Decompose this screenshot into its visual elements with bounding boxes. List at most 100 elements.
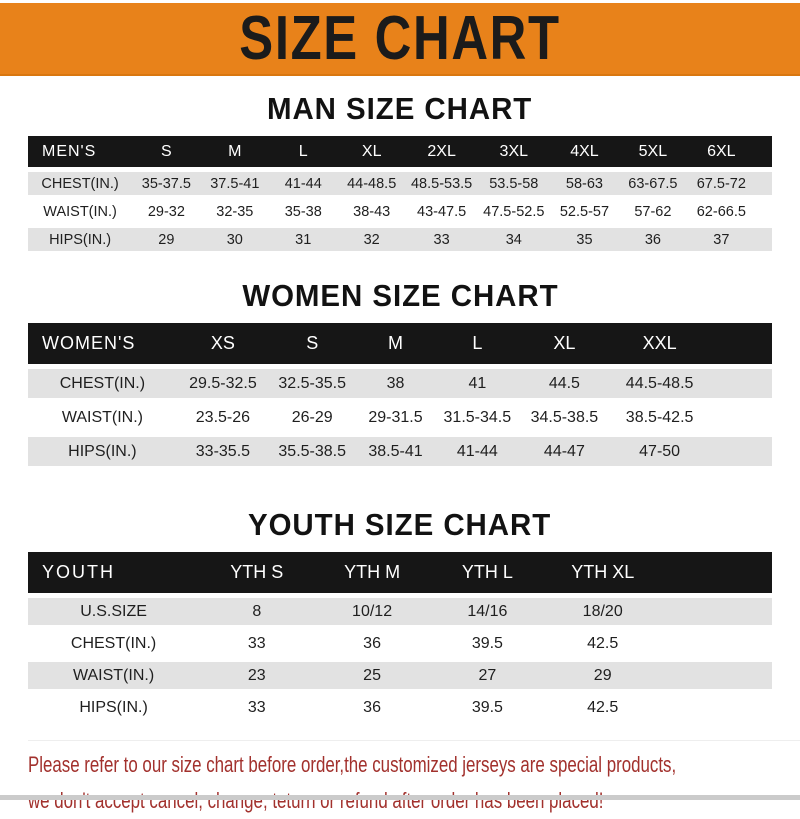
women-chest-row: CHEST(IN.) 29.5-32.5 32.5-35.5 38 41 44.…: [28, 369, 772, 398]
measure-value: 58-63: [550, 172, 619, 195]
measure-value: 38.5-42.5: [625, 408, 694, 426]
measure-value: 48.5-53.5: [405, 172, 478, 195]
measure-value: 35-38: [284, 203, 322, 220]
women-waist-row: WAIST(IN.) 23.5-26 26-29 29-31.5 31.5-34…: [28, 403, 772, 432]
measure-value: 23.5-26: [195, 408, 251, 426]
women-section-title: WOMEN SIZE CHART: [0, 278, 800, 314]
row-filler: [709, 437, 772, 466]
measure-value: 67.5-72: [687, 172, 756, 195]
men-corner-label: MEN'S: [28, 136, 133, 167]
row-filler: [756, 200, 772, 223]
size-header-cell: M: [200, 136, 270, 167]
header-filler: [660, 552, 772, 593]
size-header-cell: YTH XL: [545, 552, 661, 593]
women-section-title-text: WOMEN SIZE CHART: [241, 278, 559, 313]
measure-value: 29-32: [147, 203, 185, 220]
size-header-cell: XS: [176, 323, 270, 364]
measure-value: 53.5-58: [477, 172, 551, 195]
measure-label: CHEST(IN.): [70, 634, 157, 652]
size-header-cell: XXL: [609, 323, 710, 364]
measure-value: 31.5-34.5: [443, 408, 512, 426]
men-waist-row: WAIST(IN.) 29-32 32-35 35-38 38-43 43-47…: [28, 200, 772, 223]
men-chest-row: CHEST(IN.) 35-37.5 37.5-41 41-44 44-48.5…: [28, 172, 772, 195]
measure-value: 10/12: [314, 598, 430, 625]
header-filler: [709, 323, 772, 364]
measure-value: 32: [337, 228, 406, 251]
measure-value: 26-29: [291, 408, 333, 426]
measure-value: 39.5: [471, 698, 503, 716]
measure-value: 18/20: [545, 598, 661, 625]
youth-ussize-row: U.S.SIZE 8 10/12 14/16 18/20: [28, 598, 772, 625]
measure-label: WAIST(IN.): [28, 662, 200, 689]
row-filler: [660, 694, 772, 721]
row-filler: [755, 172, 772, 195]
measure-value: 39.5: [471, 634, 503, 652]
measure-value: 29-31.5: [368, 408, 423, 426]
size-header-cell: L: [269, 136, 338, 167]
youth-hips-row: HIPS(IN.) 33 36 39.5 42.5: [28, 694, 772, 721]
measure-value: 62-66.5: [696, 203, 746, 220]
men-header-row: MEN'S S M L XL 2XL 3XL 4XL 5XL 6XL: [28, 136, 772, 167]
measure-label: HIPS(IN.): [28, 228, 133, 251]
women-hips-row: HIPS(IN.) 33-35.5 35.5-38.5 38.5-41 41-4…: [28, 437, 772, 466]
men-section-title: MAN SIZE CHART: [0, 91, 800, 127]
measure-value: 44-48.5: [337, 172, 406, 195]
row-filler: [660, 662, 772, 689]
men-size-table: MEN'S S M L XL 2XL 3XL 4XL 5XL 6XL CHEST…: [28, 131, 772, 256]
measure-value: 36: [618, 228, 688, 251]
measure-value: 14/16: [429, 598, 546, 625]
measure-label: WAIST(IN.): [43, 203, 117, 220]
size-header-cell: YTH S: [199, 552, 315, 593]
size-header-cell: 2XL: [405, 136, 478, 167]
size-header-cell: 6XL: [687, 136, 756, 167]
measure-label: HIPS(IN.): [79, 698, 148, 716]
row-filler: [755, 228, 772, 251]
size-header-cell: YTH M: [314, 552, 430, 593]
youth-section-title: YOUTH SIZE CHART: [0, 507, 800, 543]
measure-value: 42.5: [587, 634, 619, 652]
women-header-row: WOMEN'S XS S M L XL XXL: [28, 323, 772, 364]
measure-value: 29: [545, 662, 661, 689]
women-size-table: WOMEN'S XS S M L XL XXL CHEST(IN.) 29.5-…: [28, 318, 772, 471]
measure-label: HIPS(IN.): [28, 437, 177, 466]
youth-chest-row: CHEST(IN.) 33 36 39.5 42.5: [28, 630, 772, 657]
measure-value: 23: [199, 662, 315, 689]
size-header-cell: 3XL: [477, 136, 551, 167]
header-filler: [755, 136, 772, 167]
size-header-cell: S: [269, 323, 356, 364]
youth-waist-row: WAIST(IN.) 23 25 27 29: [28, 662, 772, 689]
measure-label: CHEST(IN.): [28, 369, 177, 398]
row-filler: [709, 369, 772, 398]
measure-value: 33: [247, 698, 266, 716]
order-disclaimer: Please refer to our size chart before or…: [28, 740, 800, 819]
size-header-cell: S: [132, 136, 201, 167]
measure-value: 52.5-57: [559, 203, 610, 220]
measure-value: 30: [200, 228, 270, 251]
measure-value: 44.5: [519, 369, 610, 398]
measure-value: 36: [363, 698, 381, 716]
disclaimer-line-1: Please refer to our size chart before or…: [28, 752, 677, 777]
size-header-cell: L: [435, 323, 519, 364]
women-corner-label: WOMEN'S: [28, 323, 177, 364]
size-header-cell: 5XL: [618, 136, 688, 167]
measure-value: 32.5-35.5: [269, 369, 356, 398]
measure-value: 37: [687, 228, 756, 251]
measure-value: 29: [132, 228, 201, 251]
measure-value: 31: [269, 228, 338, 251]
youth-header-row: YOUTH YTH S YTH M YTH L YTH XL: [28, 552, 772, 593]
measure-value: 33: [247, 634, 266, 652]
measure-value: 34.5-38.5: [530, 408, 599, 426]
measure-value: 33-35.5: [176, 437, 270, 466]
size-chart-banner: SIZE CHART: [0, 0, 800, 76]
size-header-cell: XL: [337, 136, 406, 167]
measure-value: 41-44: [435, 437, 519, 466]
youth-corner-label: YOUTH: [28, 552, 200, 593]
measure-value: 8: [199, 598, 315, 625]
measure-value: 41: [435, 369, 519, 398]
measure-label: WAIST(IN.): [61, 408, 143, 426]
measure-value: 38-43: [353, 203, 391, 220]
size-header-cell: XL: [519, 323, 610, 364]
measure-value: 44.5-48.5: [609, 369, 710, 398]
disclaimer-line-2: we don't accept cancel, change, teturn o…: [28, 788, 604, 813]
measure-value: 27: [429, 662, 546, 689]
